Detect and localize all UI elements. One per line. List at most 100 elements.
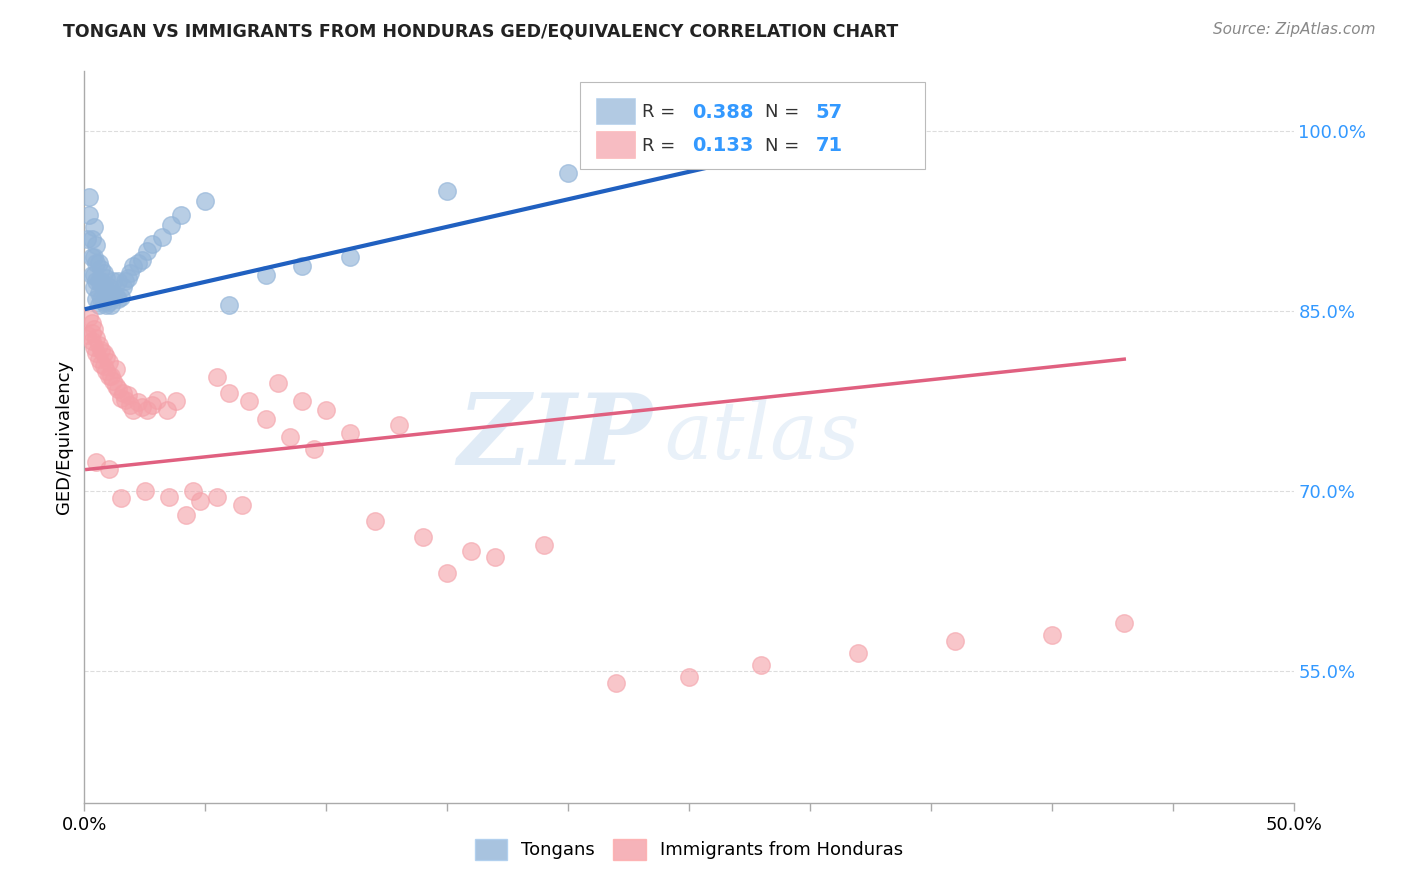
Point (120, 266, 142, 280)
FancyBboxPatch shape (581, 82, 925, 169)
Point (254, 412, 277, 426)
Point (120, 398, 142, 412)
Point (218, 385, 240, 400)
Text: 71: 71 (815, 136, 844, 155)
Point (97, 280, 120, 294)
Point (90, 292, 112, 306)
Point (190, 493, 212, 508)
Point (86, 346, 108, 360)
Point (165, 394, 187, 409)
Point (86, 455, 108, 469)
Point (94, 270, 117, 285)
Point (76, 232, 98, 246)
Point (291, 394, 314, 409)
Point (136, 402, 159, 417)
Point (76, 328, 98, 343)
Point (136, 244, 159, 259)
Point (117, 388, 139, 402)
Point (107, 292, 129, 306)
Y-axis label: GED/Equivalency: GED/Equivalency (55, 360, 73, 514)
Point (94, 286, 117, 301)
Point (254, 268, 277, 283)
Point (94, 350, 117, 364)
Point (114, 274, 136, 288)
Point (339, 250, 361, 264)
Point (238, 394, 260, 409)
Point (207, 370, 229, 384)
Text: ZIP: ZIP (458, 389, 652, 485)
Point (87, 337, 110, 351)
Point (388, 418, 411, 433)
Point (103, 274, 125, 288)
Point (93, 359, 115, 374)
Point (103, 374, 125, 388)
Point (174, 508, 197, 522)
Point (1040, 628, 1063, 642)
Point (83, 340, 105, 354)
Point (100, 298, 122, 312)
Point (160, 218, 183, 232)
FancyBboxPatch shape (596, 131, 634, 158)
Point (207, 490, 229, 504)
Point (83, 220, 105, 235)
Point (87, 286, 110, 301)
Point (302, 442, 325, 456)
FancyBboxPatch shape (596, 98, 634, 124)
Text: R =: R = (641, 103, 681, 121)
Point (114, 392, 136, 407)
Point (155, 402, 177, 417)
Point (436, 184, 458, 198)
Point (100, 286, 122, 301)
Point (86, 330, 108, 344)
Point (436, 566, 458, 580)
Point (127, 395, 149, 409)
Point (94, 364, 117, 378)
Point (141, 398, 163, 412)
Point (86, 274, 108, 288)
Point (97, 462, 120, 476)
Point (107, 274, 129, 288)
Point (86, 292, 108, 306)
Point (678, 670, 700, 684)
Point (141, 237, 163, 252)
Point (100, 368, 122, 383)
Point (110, 491, 132, 506)
Point (77, 310, 100, 325)
Point (93, 294, 115, 309)
Point (112, 385, 135, 400)
Point (339, 426, 361, 441)
Point (751, 657, 773, 672)
Point (97, 294, 120, 309)
Text: N =: N = (765, 137, 806, 155)
Point (87, 352, 110, 367)
Point (150, 230, 173, 244)
Point (93, 346, 115, 360)
Point (80, 326, 103, 340)
Point (80, 232, 103, 246)
Point (93, 266, 115, 280)
Point (363, 514, 385, 528)
Point (131, 400, 153, 414)
Point (267, 376, 290, 391)
Point (90, 262, 112, 277)
Point (104, 288, 127, 302)
Point (86, 238, 108, 252)
Point (83, 280, 105, 294)
Point (181, 483, 204, 498)
Point (751, 148, 773, 162)
Point (77, 190, 100, 204)
Point (315, 402, 337, 417)
Point (460, 544, 482, 558)
Point (557, 166, 579, 180)
Point (80, 250, 103, 264)
Text: 0.133: 0.133 (693, 136, 754, 155)
Point (943, 634, 966, 648)
Point (127, 256, 149, 270)
Point (484, 549, 506, 564)
Point (107, 382, 129, 396)
Point (110, 391, 132, 405)
Text: TONGAN VS IMMIGRANTS FROM HONDURAS GED/EQUIVALENCY CORRELATION CHART: TONGAN VS IMMIGRANTS FROM HONDURAS GED/E… (63, 22, 898, 40)
Point (533, 538, 555, 552)
Legend: Tongans, Immigrants from Honduras: Tongans, Immigrants from Honduras (467, 831, 911, 867)
Point (104, 378, 127, 392)
